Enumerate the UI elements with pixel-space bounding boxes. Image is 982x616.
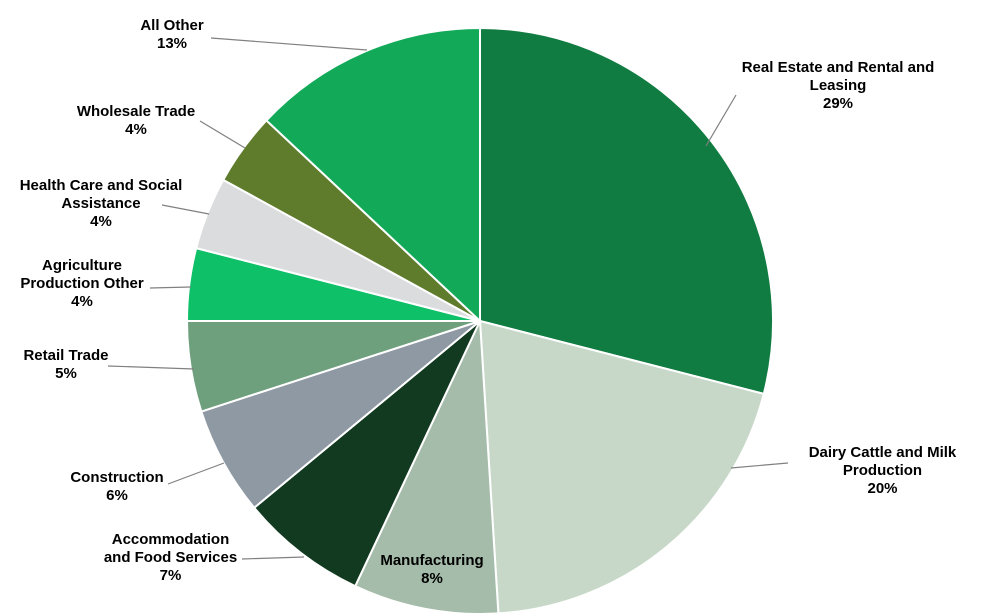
- leader-line-health-care: [161, 204, 210, 215]
- slice-label-text: Construction: [70, 469, 164, 486]
- leader-line-agriculture: [149, 286, 192, 289]
- pie-slice-manufacturing: [354, 320, 500, 615]
- slice-label-pct: 5%: [55, 365, 77, 382]
- leader-line-retail: [107, 365, 195, 370]
- slice-label-pct: 4%: [125, 121, 147, 138]
- slice-label-text: All Other: [140, 17, 204, 34]
- leader-line-real-estate: [705, 94, 737, 147]
- slice-label-health-care: Health Care and Social Assistance 4%: [16, 177, 186, 231]
- slice-label-real-estate: Real Estate and Rental and Leasing 29%: [733, 59, 943, 113]
- slice-label-pct: 4%: [90, 213, 112, 230]
- slice-label-pct: 13%: [156, 35, 188, 52]
- leader-line-wholesale: [199, 120, 246, 149]
- slice-label-dairy: Dairy Cattle and Milk Production 20%: [795, 444, 970, 498]
- slice-label-all-other: All Other 13%: [117, 17, 227, 53]
- slice-label-text: Health Care and Social Assistance: [19, 177, 183, 212]
- slice-label-pct: 6%: [106, 487, 128, 504]
- slice-label-text: Accommodation and Food Services: [103, 531, 238, 566]
- slice-label-construction: Construction 6%: [52, 469, 182, 505]
- slice-label-pct: 20%: [867, 480, 898, 497]
- leader-line-construction: [167, 462, 225, 485]
- slice-label-wholesale: Wholesale Trade 4%: [71, 103, 201, 139]
- pie-slice-all-other: [265, 27, 481, 322]
- leader-line-all-other: [210, 37, 368, 51]
- slice-label-text: Wholesale Trade: [76, 103, 196, 120]
- slice-label-retail: Retail Trade 5%: [10, 347, 122, 383]
- leader-line-accommodation: [241, 556, 305, 560]
- slice-label-text: Agriculture Production Other: [20, 257, 144, 292]
- slice-label-accommodation: Accommodation and Food Services 7%: [88, 531, 253, 585]
- slice-label-pct: 7%: [159, 567, 182, 584]
- slice-label-text: Dairy Cattle and Milk Production: [808, 444, 957, 479]
- pie-slice-dairy: [479, 320, 765, 615]
- slice-label-text: Retail Trade: [23, 347, 109, 364]
- slice-label-pct: 8%: [421, 570, 443, 587]
- slice-label-agriculture: Agriculture Production Other 4%: [17, 257, 147, 311]
- slice-label-pct: 29%: [822, 95, 854, 112]
- pie-slice-accommodation: [253, 320, 481, 588]
- slice-label-pct: 4%: [71, 293, 93, 310]
- slice-label-manufacturing: Manufacturing 8%: [367, 552, 497, 588]
- leader-line-dairy: [730, 462, 789, 469]
- pie-slice-real-estate: [479, 27, 774, 395]
- slice-label-text: Real Estate and Rental and Leasing: [741, 59, 935, 94]
- slice-label-text: Manufacturing: [380, 552, 484, 569]
